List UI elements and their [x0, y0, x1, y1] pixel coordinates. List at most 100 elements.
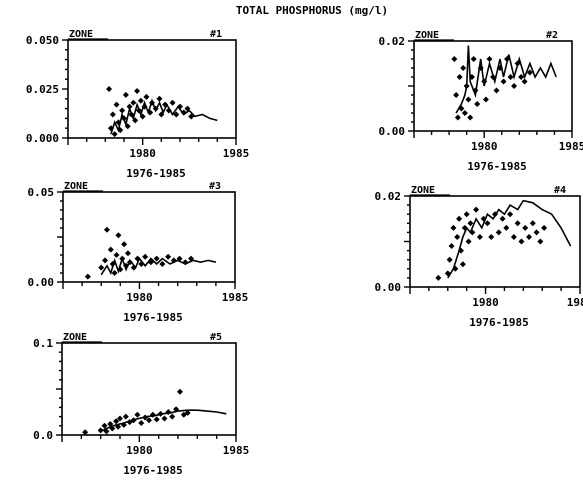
observed-point [450, 224, 457, 231]
observed-point [130, 417, 137, 424]
observed-point [121, 241, 128, 248]
observed-point [465, 238, 472, 245]
observed-point [497, 65, 504, 71]
observed-point [182, 259, 189, 266]
plot-frame [413, 40, 573, 132]
x-tick-label: 1980 [129, 147, 156, 160]
observed-point [138, 420, 145, 427]
observed-point [135, 107, 142, 114]
observed-point [482, 96, 489, 103]
x-tick-label: 1985 [223, 147, 250, 160]
observed-point [526, 233, 532, 240]
x-tick-label: 1985 [567, 296, 583, 309]
observed-point [476, 233, 483, 240]
observed-point [493, 87, 500, 94]
observed-point [107, 246, 114, 253]
observed-point [503, 224, 510, 231]
observed-point [117, 415, 123, 422]
observed-point [141, 103, 148, 110]
observed-point [113, 418, 120, 425]
x-tick-label: 1985 [559, 140, 583, 153]
observed-point [492, 211, 498, 218]
observed-point [499, 215, 506, 222]
observed-point [128, 111, 135, 118]
observed-point [165, 409, 172, 415]
observed-point [115, 423, 122, 430]
observed-point [180, 109, 187, 116]
x-axis-label: 1976-1985 [123, 311, 183, 324]
observed-point [454, 114, 461, 121]
observed-point [130, 99, 137, 106]
observed-point [165, 107, 172, 114]
simulated-line [100, 256, 217, 276]
x-axis-label: 1976-1985 [126, 167, 186, 180]
observed-point [481, 78, 488, 85]
observed-point [526, 69, 533, 76]
observed-point [138, 261, 145, 267]
y-tick-label: 0.025 [26, 83, 59, 96]
observed-point [435, 274, 442, 281]
observed-point [149, 99, 155, 106]
zone-label: ZONE [411, 185, 435, 196]
panel-number: #5 [210, 332, 222, 343]
observed-point [518, 238, 525, 245]
observed-point [152, 105, 159, 112]
observed-point [446, 256, 453, 263]
observed-point [121, 115, 127, 122]
observed-point [477, 65, 484, 71]
observed-point [142, 414, 149, 421]
zone-panel-4: 0.02 0.00 1980 1985 1976-1985 ZONE #4 [375, 185, 583, 329]
observed-point [514, 220, 521, 227]
observed-point [139, 113, 146, 120]
observed-point [470, 56, 477, 62]
observed-point [101, 422, 108, 429]
plot-frame [409, 195, 581, 288]
observed-point [504, 56, 511, 62]
observed-point [158, 111, 165, 118]
observed-point [507, 211, 514, 218]
observed-point [188, 255, 195, 262]
observed-point [165, 253, 172, 260]
observed-point [134, 255, 141, 262]
observed-point [467, 114, 474, 121]
observed-point [456, 74, 463, 80]
plot-frame [67, 39, 237, 139]
panel-number: #2 [546, 30, 558, 41]
observed-point [102, 257, 109, 264]
observed-point [103, 226, 110, 233]
x-tick-label: 1985 [223, 444, 250, 457]
simulated-line [110, 98, 218, 135]
observed-point [529, 220, 536, 227]
observed-point [120, 421, 127, 428]
plot-frame [62, 191, 236, 283]
observed-point [137, 97, 144, 104]
observed-point [184, 409, 191, 416]
observed-point [109, 425, 116, 432]
observed-point [113, 101, 120, 108]
observed-point [176, 255, 183, 262]
observed-point [107, 125, 114, 132]
observed-point [119, 255, 126, 262]
observed-point [122, 413, 129, 420]
observed-point [458, 105, 465, 112]
observed-point [134, 411, 141, 418]
observed-point [111, 131, 118, 138]
panel-number: #4 [554, 185, 566, 196]
observed-point [173, 111, 180, 118]
observed-point [126, 103, 133, 110]
observed-point [173, 406, 180, 413]
observed-point [451, 56, 458, 62]
observed-point [130, 264, 137, 271]
observed-point [461, 110, 468, 116]
observed-point [107, 420, 114, 427]
observed-point [117, 127, 124, 134]
observed-point [159, 261, 166, 267]
observed-point [454, 233, 461, 240]
observed-point [460, 65, 467, 71]
observed-point [115, 232, 122, 239]
y-tick-label: 0.05 [28, 186, 55, 199]
zone-label: ZONE [63, 332, 87, 343]
x-tick-label: 1980 [126, 444, 153, 457]
zone-panel-3: 0.05 0.00 1980 1985 1976-1985 ZONE #3 [28, 181, 249, 324]
